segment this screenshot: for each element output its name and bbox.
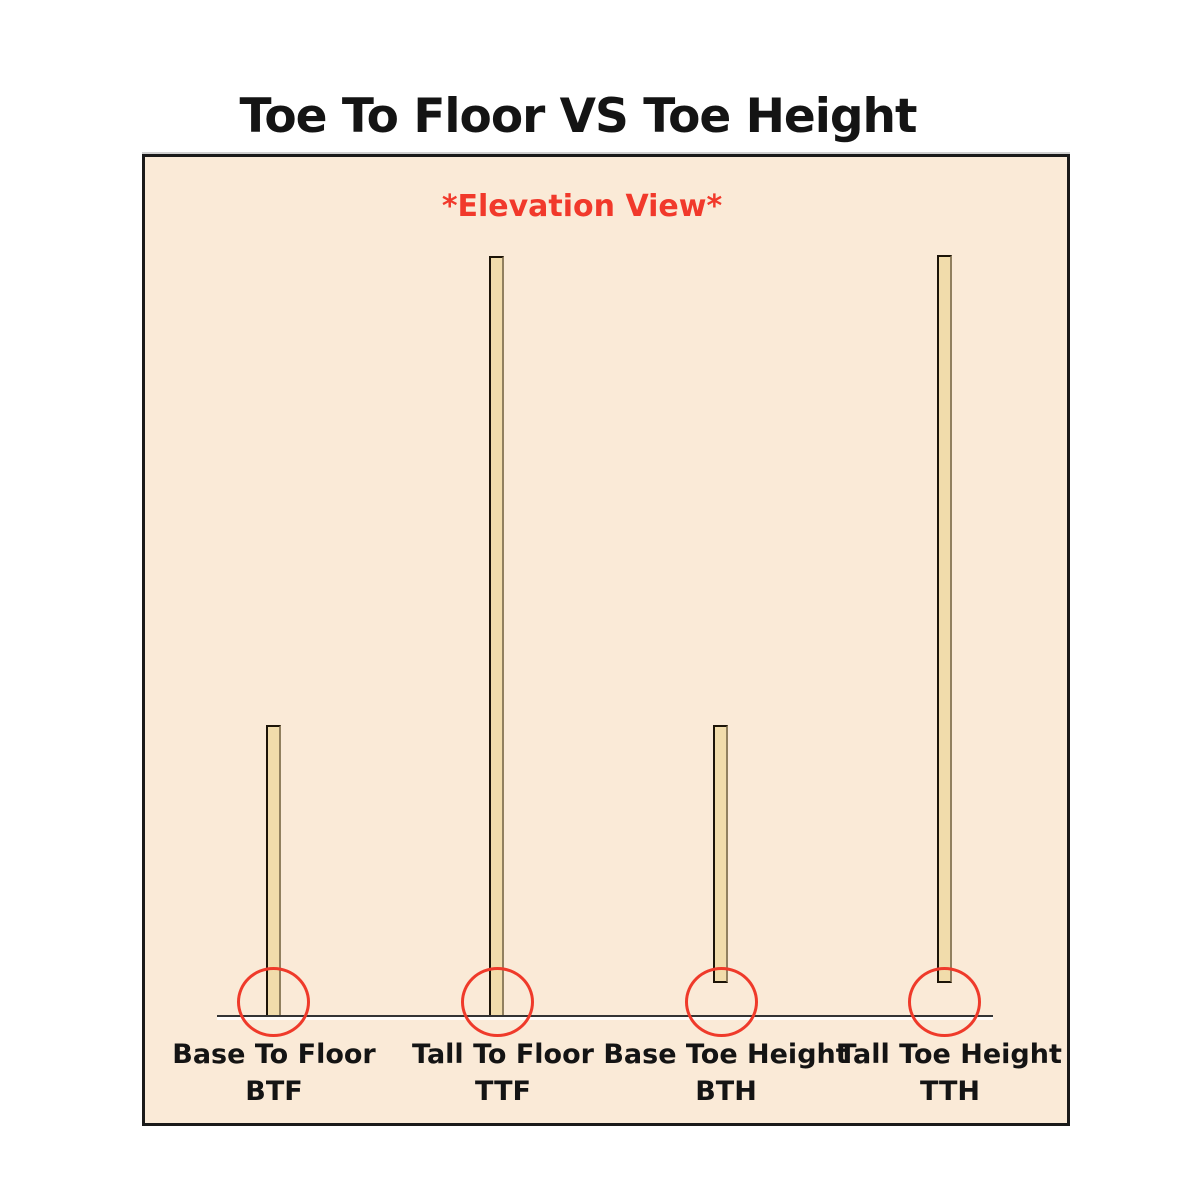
highlight-circle-btf [237,967,310,1037]
label-tall-to-floor: Tall To Floor TTF [412,1036,594,1110]
page-title: Toe To Floor VS Toe Height [239,89,918,145]
highlight-circle-bth [685,967,758,1037]
label-abbr: TTF [475,1076,531,1107]
label-base-to-floor: Base To Floor BTF [172,1036,375,1110]
floor-line [217,1015,993,1020]
bar-base-toe-height [713,725,728,983]
elevation-panel [142,154,1070,1126]
label-abbr: BTF [245,1076,303,1107]
label-base-toe-height: Base Toe Height BTH [603,1036,848,1110]
bar-tall-toe-height [937,255,952,983]
bar-tall-to-floor [489,256,504,1017]
label-tall-toe-height: Tall Toe Height TTH [838,1036,1062,1110]
label-name: Base To Floor [172,1039,376,1070]
label-name: Tall Toe Height [838,1039,1062,1070]
elevation-view-label: *Elevation View* [441,189,723,224]
label-abbr: TTH [919,1076,981,1107]
label-abbr: BTH [695,1076,757,1107]
label-name: Tall To Floor [412,1039,594,1070]
bar-base-to-floor [266,725,281,1017]
highlight-circle-ttf [461,967,534,1037]
label-name: Base Toe Height [603,1039,849,1070]
highlight-circle-tth [908,967,981,1037]
